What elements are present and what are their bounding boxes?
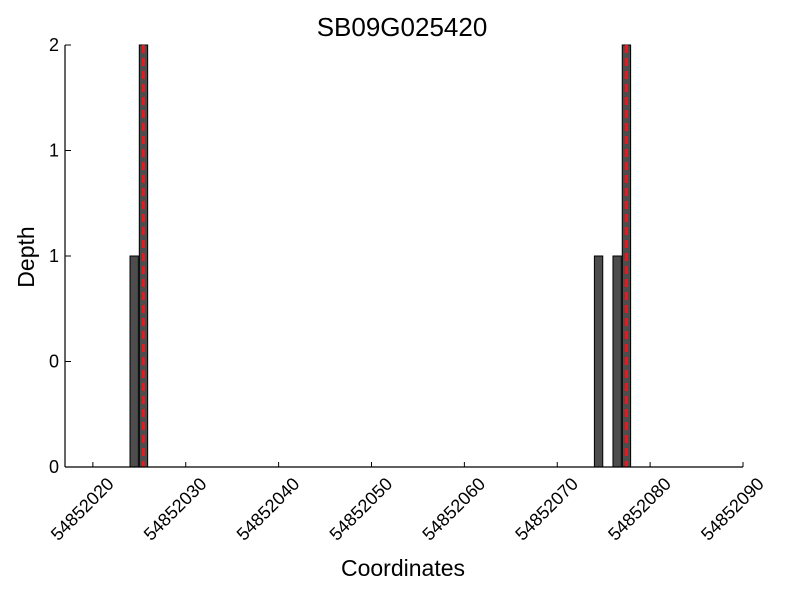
bars-layer <box>129 44 632 468</box>
depth-bar-3 <box>612 255 622 468</box>
y-tick-label-1: 0 <box>49 352 59 372</box>
x-tick-label-7: 54852090 <box>697 474 768 545</box>
ticks-layer: 0 0 1 1 2 54852020 54852030 54852040 54852050 548… <box>47 35 768 544</box>
x-tick-label-5: 54852070 <box>511 474 582 545</box>
y-tick-label-3: 1 <box>49 141 59 161</box>
x-axis-title: Coordinates <box>341 555 465 581</box>
depth-bar-0 <box>129 255 139 468</box>
x-tick-label-1: 54852030 <box>140 474 211 545</box>
x-tick-label-2: 54852040 <box>233 474 304 545</box>
x-tick-label-3: 54852050 <box>326 474 397 545</box>
depth-bar-2 <box>593 255 604 468</box>
axes-layer <box>64 45 743 468</box>
x-tick-label-6: 54852080 <box>604 474 675 545</box>
y-tick-label-2: 1 <box>49 246 59 266</box>
chart-title: SB09G025420 <box>317 12 488 42</box>
y-tick-label-0: 0 <box>49 457 59 477</box>
markers-layer <box>141 45 628 467</box>
y-tick-label-4: 2 <box>49 35 59 55</box>
x-tick-label-0: 54852020 <box>47 474 118 545</box>
y-axis-title: Depth <box>13 226 39 287</box>
x-tick-label-4: 54852060 <box>418 474 489 545</box>
